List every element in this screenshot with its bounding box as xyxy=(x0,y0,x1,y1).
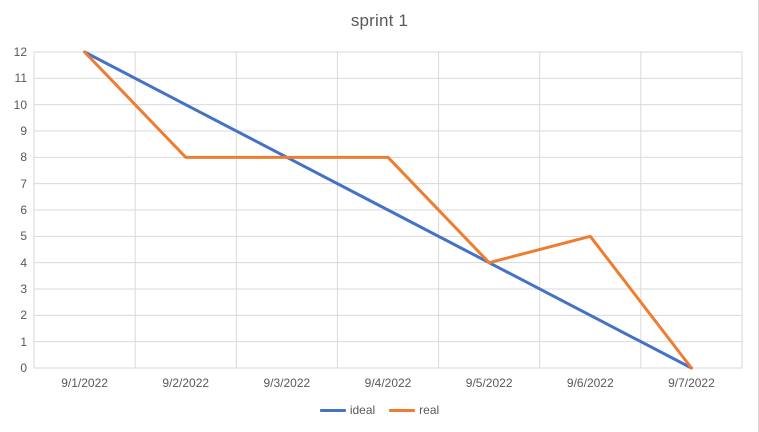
y-tick-label: 1 xyxy=(20,334,27,349)
legend-swatch-real xyxy=(389,408,416,412)
y-tick-label: 0 xyxy=(20,361,27,375)
y-tick-label: 4 xyxy=(20,255,27,270)
y-tick-label: 2 xyxy=(20,308,27,323)
series-line-real[interactable] xyxy=(83,50,693,370)
y-tick-label: 10 xyxy=(13,97,27,112)
x-tick-label: 9/7/2022 xyxy=(668,376,715,390)
y-tick-label: 5 xyxy=(20,229,27,244)
chart-title: sprint 1 xyxy=(350,11,409,30)
legend-item-ideal[interactable]: ideal xyxy=(319,403,376,417)
y-tick-label: 9 xyxy=(20,124,27,138)
series-line-ideal[interactable] xyxy=(83,50,693,370)
x-tick-label: 9/1/2022 xyxy=(61,376,108,390)
y-tick-label: 11 xyxy=(14,71,27,86)
y-tick-label: 3 xyxy=(20,282,27,296)
x-tick-label: 9/3/2022 xyxy=(263,376,311,390)
legend-label: ideal xyxy=(349,403,376,417)
plot-border xyxy=(33,51,743,369)
legend-swatch-ideal xyxy=(319,408,346,412)
x-tick-label: 9/4/2022 xyxy=(364,376,412,390)
y-tick-label: 8 xyxy=(20,150,27,165)
y-tick-label: 7 xyxy=(20,176,27,191)
legend-item-real[interactable]: real xyxy=(389,403,439,417)
y-tick-label: 12 xyxy=(13,45,27,59)
x-tick-label: 9/6/2022 xyxy=(566,376,614,390)
legend-label: real xyxy=(419,403,440,417)
legend: ideal real xyxy=(0,403,758,417)
x-tick-label: 9/5/2022 xyxy=(465,376,513,390)
x-tick-label: 9/2/2022 xyxy=(162,376,210,390)
y-tick-label: 6 xyxy=(20,203,27,217)
